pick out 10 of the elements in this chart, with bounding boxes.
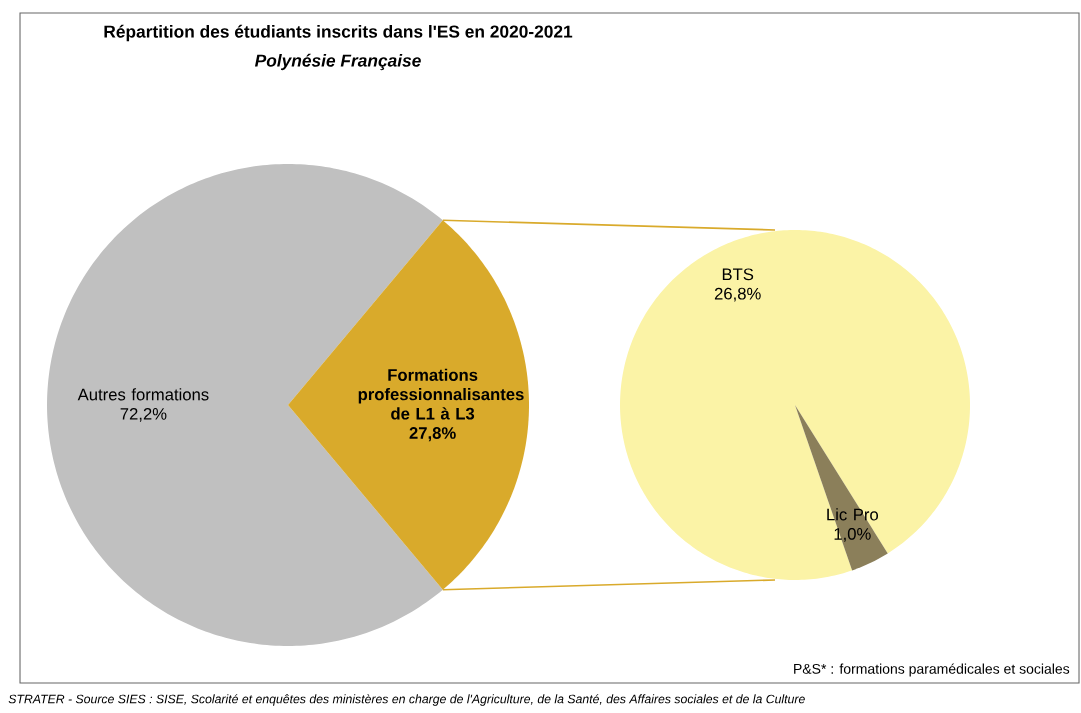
text: P&S* : formations paramédicales et sociales: [794, 663, 1070, 677]
data-label: 72,2%: [120, 408, 167, 422]
data-label: 26,8%: [714, 287, 761, 302]
chart-subtitle: Polynésie Française: [254, 53, 421, 71]
slice-label: Formations professionnalisantes de L1 à L3: [358, 368, 524, 420]
data-label: 27,8%: [409, 427, 456, 442]
slice-label: BTS: [722, 268, 754, 281]
slice-label: Autres formations: [77, 388, 209, 401]
chart-title: Répartition des étudiants inscrits dans l'ES en 2020-2021: [104, 24, 573, 42]
text: STRATER - Source SIES : SISE, Scolarité et enquêtes des ministères en charge de l'Agriculture, de la Santé, des Affaires sociales et de la Culture: [8, 694, 805, 706]
